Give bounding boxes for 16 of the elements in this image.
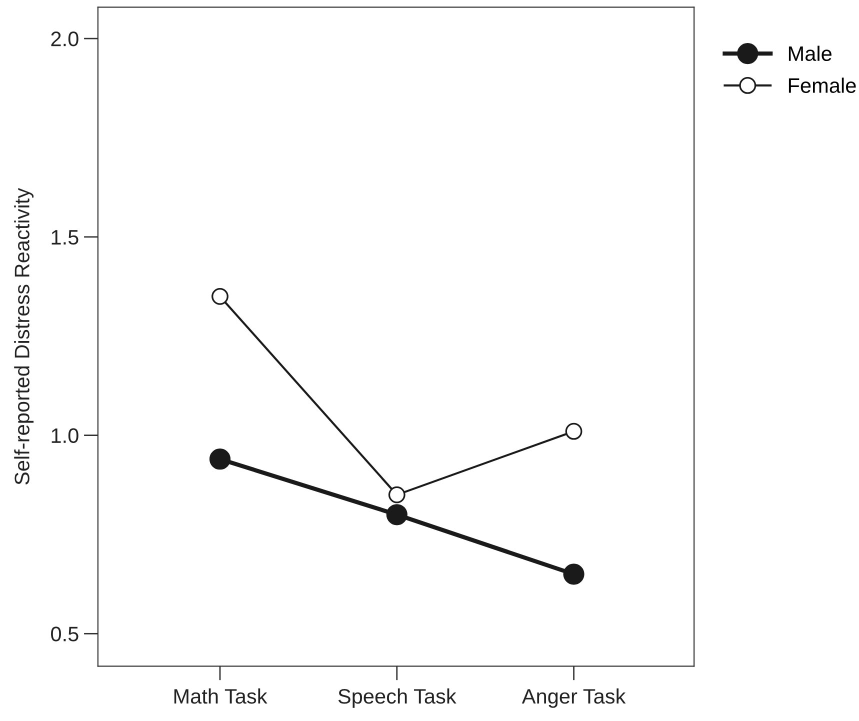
point: [209, 448, 231, 470]
x-tick-label: Math Task: [174, 688, 268, 704]
legend-label: Male: [788, 46, 832, 62]
y-tick-label: 2.0: [51, 32, 78, 46]
x-tick-label: Anger Task: [522, 688, 626, 708]
x-tick-label: Speech Task: [338, 688, 456, 708]
point: [565, 422, 582, 440]
y-tick-label: 1.5: [52, 230, 78, 245]
point: [563, 564, 584, 585]
point: [388, 486, 406, 504]
point: [212, 288, 228, 305]
legend-label: Female: [788, 78, 856, 93]
y-axis-title: Self-reported Distress Reactivity: [14, 188, 34, 485]
y-tick-label: 0.5: [51, 626, 78, 642]
y-tick-label: 1.0: [52, 428, 78, 444]
point: [386, 504, 408, 526]
